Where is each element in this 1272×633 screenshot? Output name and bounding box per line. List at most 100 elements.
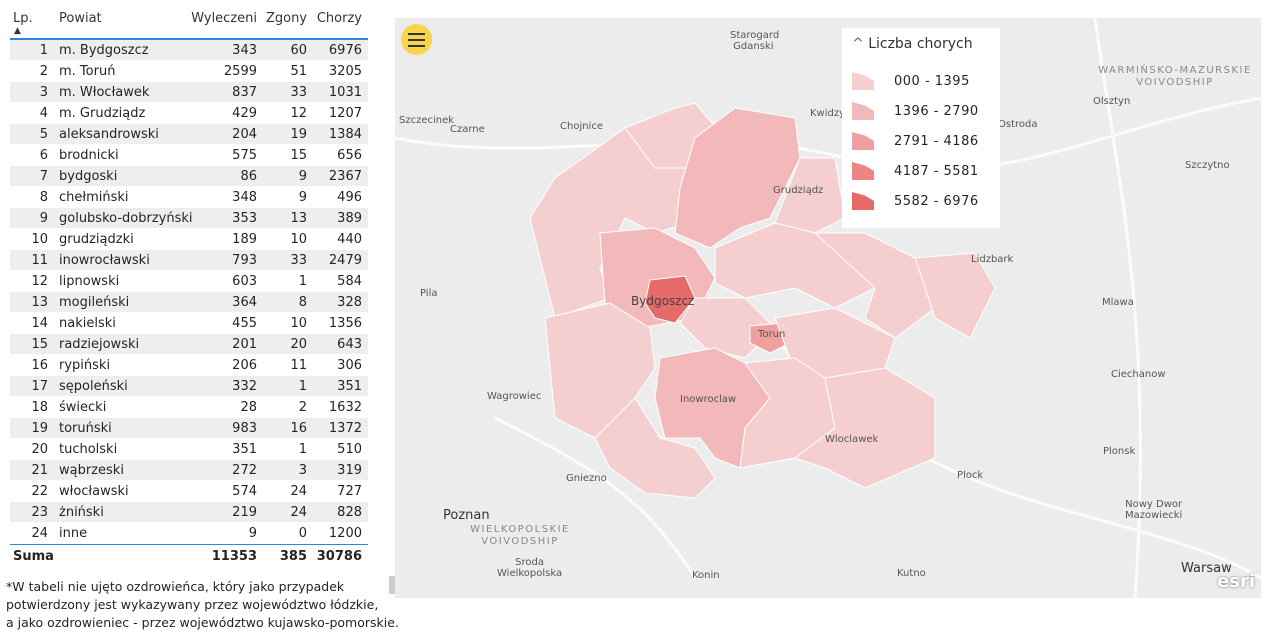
table-row[interactable]: 4 m. Grudziądz 429 12 1207 xyxy=(10,103,368,124)
cell-chorzy: 319 xyxy=(337,463,362,478)
header-chorzy[interactable]: Chorzy xyxy=(316,11,362,26)
cell-zgony: 24 xyxy=(290,484,307,499)
cell-chorzy: 828 xyxy=(337,505,362,520)
table-row[interactable]: 20 tucholski 351 1 510 xyxy=(10,439,368,460)
table-row[interactable]: 6 brodnicki 575 15 656 xyxy=(10,145,368,166)
cell-powiat: bydgoski xyxy=(59,169,118,184)
legend-item: 4187 - 5581 xyxy=(852,156,990,186)
table-row[interactable]: 16 rypiński 206 11 306 xyxy=(10,355,368,376)
table-row[interactable]: 11 inowrocławski 793 33 2479 xyxy=(10,250,368,271)
cell-lp: 6 xyxy=(39,148,48,163)
table-row[interactable]: 23 żniński 219 24 828 xyxy=(10,502,368,523)
header-zgony[interactable]: Zgony xyxy=(265,11,307,26)
menu-button[interactable] xyxy=(401,24,432,55)
table-row[interactable]: 2 m. Toruń 2599 51 3205 xyxy=(10,61,368,82)
cell-powiat: golubsko-dobrzyński xyxy=(59,211,193,226)
region-label: WARMIŃSKO-MAZURSKIE VOIVODSHIP xyxy=(1098,65,1252,88)
legend-item: 000 - 1395 xyxy=(852,66,990,96)
cell-chorzy: 1356 xyxy=(328,316,362,331)
cell-chorzy: 1207 xyxy=(328,106,362,121)
table-row[interactable]: 14 nakielski 455 10 1356 xyxy=(10,313,368,334)
map-view[interactable]: Starogard Gdanski Kwidzyn Olsztyn Ostrod… xyxy=(395,18,1261,598)
table-row[interactable]: 19 toruński 983 16 1372 xyxy=(10,418,368,439)
sum-row: Suma 11353 385 30786 xyxy=(10,544,368,568)
cell-lp: 20 xyxy=(31,442,48,457)
cell-lp: 7 xyxy=(39,169,48,184)
cell-powiat: toruński xyxy=(59,421,112,436)
cell-lp: 10 xyxy=(31,232,48,247)
header-lp[interactable]: Lp. xyxy=(13,11,33,26)
table-row[interactable]: 22 włocławski 574 24 727 xyxy=(10,481,368,502)
header-wyleczeni[interactable]: Wyleczeni xyxy=(191,11,257,26)
table-row[interactable]: 18 świecki 28 2 1632 xyxy=(10,397,368,418)
cell-wyleczeni: 429 xyxy=(232,106,257,121)
legend-label: 4187 - 5581 xyxy=(894,163,979,179)
sum-zgony: 385 xyxy=(279,549,307,564)
cell-powiat: m. Toruń xyxy=(59,64,116,79)
cell-powiat: sępoleński xyxy=(59,379,128,394)
table-row[interactable]: 17 sępoleński 332 1 351 xyxy=(10,376,368,397)
cell-powiat: nakielski xyxy=(59,316,116,331)
cell-zgony: 20 xyxy=(290,337,307,352)
table-row[interactable]: 1 m. Bydgoszcz 343 60 6976 xyxy=(10,40,368,61)
table-row[interactable]: 9 golubsko-dobrzyński 353 13 389 xyxy=(10,208,368,229)
cell-wyleczeni: 219 xyxy=(232,505,257,520)
cell-wyleczeni: 983 xyxy=(232,421,257,436)
cell-powiat: świecki xyxy=(59,400,107,415)
cell-powiat: lipnowski xyxy=(59,274,120,289)
data-table: Lp. ▲ Powiat Wyleczeni Zgony Chorzy 1 m. … xyxy=(10,8,368,568)
cell-zgony: 13 xyxy=(290,211,307,226)
cell-powiat: chełmiński xyxy=(59,190,129,205)
scrollbar[interactable] xyxy=(389,576,397,594)
cell-zgony: 2 xyxy=(298,400,307,415)
header-powiat[interactable]: Powiat xyxy=(59,11,102,26)
cell-zgony: 9 xyxy=(298,190,307,205)
cell-zgony: 51 xyxy=(290,64,307,79)
table-row[interactable]: 24 inne 9 0 1200 xyxy=(10,523,368,544)
table-row[interactable]: 15 radziejowski 201 20 643 xyxy=(10,334,368,355)
cell-wyleczeni: 574 xyxy=(232,484,257,499)
cell-zgony: 9 xyxy=(298,169,307,184)
table-row[interactable]: 5 aleksandrowski 204 19 1384 xyxy=(10,124,368,145)
cell-wyleczeni: 837 xyxy=(232,85,257,100)
cell-lp: 22 xyxy=(31,484,48,499)
cell-chorzy: 351 xyxy=(337,379,362,394)
choropleth xyxy=(395,18,1261,598)
cell-powiat: m. Grudziądz xyxy=(59,106,146,121)
cell-lp: 12 xyxy=(31,274,48,289)
sum-wyleczeni: 11353 xyxy=(211,549,257,564)
region-label: WIELKOPOLSKIE VOIVODSHIP xyxy=(470,524,570,547)
cell-lp: 16 xyxy=(31,358,48,373)
cell-zgony: 19 xyxy=(290,127,307,142)
table-row[interactable]: 12 lipnowski 603 1 584 xyxy=(10,271,368,292)
cell-chorzy: 656 xyxy=(337,148,362,163)
table-row[interactable]: 21 wąbrzeski 272 3 319 xyxy=(10,460,368,481)
cell-wyleczeni: 9 xyxy=(248,526,257,541)
cell-chorzy: 727 xyxy=(337,484,362,499)
cell-chorzy: 389 xyxy=(337,211,362,226)
footnote: *W tabeli nie ujęto ozdrowieńca, który j… xyxy=(6,578,399,632)
table-row[interactable]: 3 m. Włocławek 837 33 1031 xyxy=(10,82,368,103)
cell-chorzy: 1384 xyxy=(328,127,362,142)
cell-wyleczeni: 332 xyxy=(232,379,257,394)
table-row[interactable]: 10 grudziądzki 189 10 440 xyxy=(10,229,368,250)
cell-wyleczeni: 272 xyxy=(232,463,257,478)
cell-wyleczeni: 28 xyxy=(240,400,257,415)
cell-zgony: 33 xyxy=(290,85,307,100)
legend-title: Liczba chorych xyxy=(868,36,973,52)
legend-label: 000 - 1395 xyxy=(894,73,970,89)
cell-chorzy: 328 xyxy=(337,295,362,310)
table-row[interactable]: 8 chełmiński 348 9 496 xyxy=(10,187,368,208)
legend-item: 1396 - 2790 xyxy=(852,96,990,126)
cell-zgony: 1 xyxy=(298,379,307,394)
cell-zgony: 1 xyxy=(298,274,307,289)
legend-swatch xyxy=(852,162,874,180)
cell-chorzy: 3205 xyxy=(328,64,362,79)
table-header: Lp. ▲ Powiat Wyleczeni Zgony Chorzy xyxy=(10,8,368,40)
cell-lp: 18 xyxy=(31,400,48,415)
chevron-up-icon[interactable]: ^ xyxy=(852,36,864,52)
table-row[interactable]: 13 mogileński 364 8 328 xyxy=(10,292,368,313)
table-row[interactable]: 7 bydgoski 86 9 2367 xyxy=(10,166,368,187)
cell-powiat: aleksandrowski xyxy=(59,127,159,142)
cell-wyleczeni: 793 xyxy=(232,253,257,268)
